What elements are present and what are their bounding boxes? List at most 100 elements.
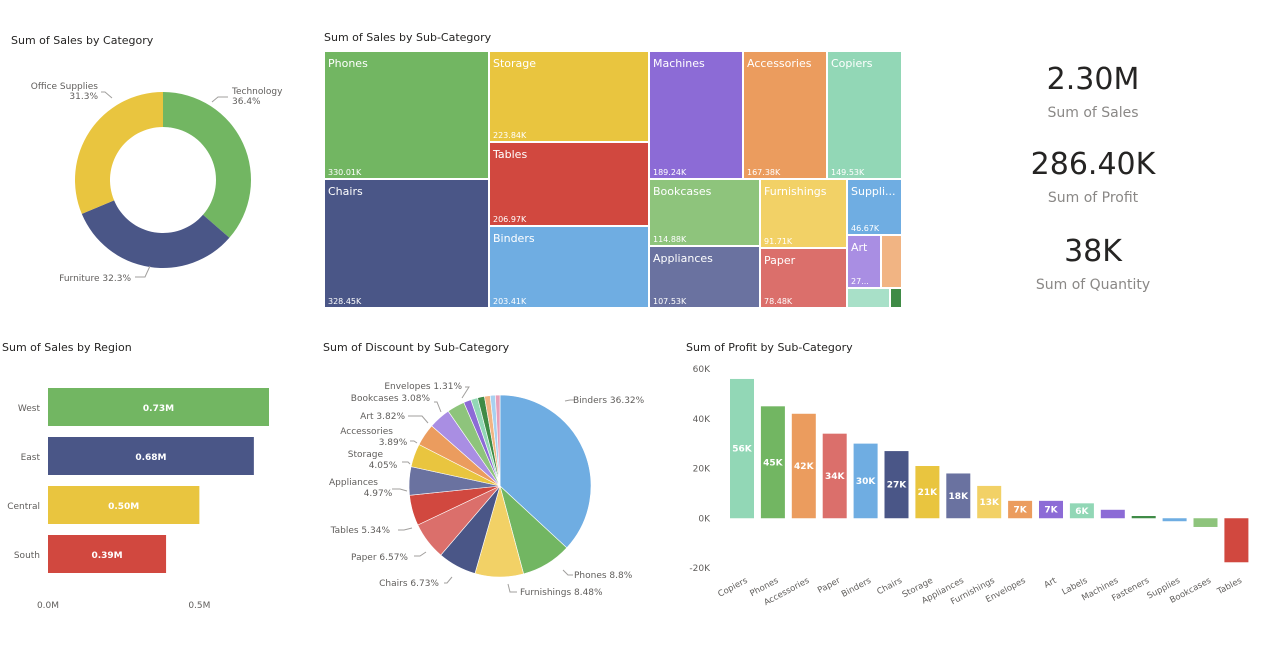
profit-bar-value: 42K: [794, 462, 815, 472]
discount-label-pct: 4.05%: [369, 461, 398, 471]
region-bar-south[interactable]: [48, 535, 167, 573]
discount-slice-binders[interactable]: [499, 394, 592, 549]
profit-bar-appliances[interactable]: [946, 473, 971, 519]
discount-pie-chart[interactable]: Binders 36.32% Phones 8.8% Furnishings 8.4…: [320, 365, 665, 605]
discount-label: Furnishings 8.48%: [520, 588, 603, 598]
discount-leader-line: [408, 415, 429, 424]
treemap-tile-value: 167.38K: [747, 168, 781, 177]
region-bar-west[interactable]: [48, 388, 269, 426]
treemap-title: Sum of Sales by Sub-Category: [324, 31, 492, 44]
treemap-tile-value: 149.53K: [831, 168, 865, 177]
profit-bar-copiers[interactable]: [730, 378, 754, 519]
treemap-tile-small-16[interactable]: [889, 287, 903, 309]
sub-category-treemap[interactable]: Phones 330.01K Chairs 328.45K Storage 223.84K…: [323, 50, 903, 309]
region-bar-chart[interactable]: West 0.73M East 0.68M Central 0.50M South 0.39M…: [0, 370, 290, 620]
donut-slice-technology[interactable]: [163, 92, 252, 238]
profit-bar-storage[interactable]: [915, 466, 940, 519]
region-title: Sum of Sales by Region: [2, 341, 132, 354]
treemap-tile-value: 91.71K: [764, 237, 793, 246]
treemap-tile-machines[interactable]: [648, 50, 744, 180]
profit-bar-value: 7K: [1013, 506, 1027, 516]
treemap-tile-suppli[interactable]: [846, 178, 903, 236]
profit-bar-binders[interactable]: [853, 443, 878, 519]
treemap-tile-value: 223.84K: [493, 131, 527, 140]
profit-x-label: Binders: [840, 576, 874, 600]
treemap-tile-value: 107.53K: [653, 297, 687, 306]
region-x-tick: 0.5M: [188, 601, 210, 611]
profit-y-tick: -20K: [689, 564, 711, 574]
discount-leader-line: [562, 569, 573, 576]
profit-bar-envelopes[interactable]: [1008, 500, 1033, 519]
profit-bar-supplies[interactable]: [1162, 518, 1187, 522]
profit-bar-furnishings[interactable]: [977, 485, 1002, 519]
discount-title: Sum of Discount by Sub-Category: [323, 341, 510, 354]
treemap-tile-label: Art: [851, 241, 868, 254]
discount-leader-line: [402, 461, 411, 465]
profit-x-label: Chairs: [876, 576, 905, 598]
treemap-tile-label: Tables: [492, 148, 527, 161]
profit-bar-bookcases[interactable]: [1193, 518, 1218, 527]
region-bar-central[interactable]: [48, 486, 200, 524]
donut-title: Sum of Sales by Category: [11, 34, 154, 47]
treemap-tile-value: 330.01K: [328, 168, 362, 177]
profit-bar-value: 45K: [763, 458, 784, 468]
donut-label-pct: 36.4%: [232, 97, 261, 107]
treemap-tile-value: 189.24K: [653, 168, 687, 177]
treemap-tile-art[interactable]: [846, 234, 882, 289]
donut-label: Technology: [231, 87, 283, 97]
donut-slice-office-supplies[interactable]: [75, 92, 163, 214]
discount-label: Storage: [348, 450, 384, 460]
discount-label: Bookcases 3.08%: [351, 394, 431, 404]
profit-bar-chairs[interactable]: [884, 451, 909, 519]
treemap-tile-label: Storage: [493, 57, 536, 70]
profit-bar-chart[interactable]: 60K40K20K0K-20K56KCopiers45KPhones42KAcc…: [680, 360, 1280, 620]
profit-bar-machines[interactable]: [1100, 509, 1125, 519]
region-axis-label: East: [21, 453, 41, 463]
discount-label: Envelopes 1.31%: [384, 382, 462, 392]
region-axis-label: West: [18, 404, 41, 414]
treemap-tile-label: Accessories: [747, 57, 812, 70]
discount-leader-line: [507, 583, 517, 593]
discount-label: Chairs 6.73%: [379, 579, 439, 589]
kpi-quantity-label: Sum of Quantity: [1035, 277, 1151, 293]
profit-bar-labels[interactable]: [1069, 503, 1094, 519]
region-axis-label: Central: [7, 502, 40, 512]
treemap-tile-chairs[interactable]: [323, 178, 490, 309]
treemap-tile-copiers[interactable]: [826, 50, 903, 180]
profit-bar-tables[interactable]: [1224, 518, 1249, 563]
discount-leader-line: [392, 488, 408, 492]
treemap-tile-small-15[interactable]: [846, 287, 891, 309]
region-bar-east[interactable]: [48, 437, 254, 475]
profit-y-tick: 60K: [693, 365, 711, 375]
profit-bar-phones[interactable]: [760, 406, 785, 519]
treemap-tile-tables[interactable]: [488, 141, 650, 227]
discount-label-pct: 3.89%: [379, 438, 408, 448]
treemap-tile-label: Suppli...: [851, 185, 896, 198]
kpi-sales-label: Sum of Sales: [1047, 105, 1139, 121]
donut-label: Furniture 32.3%: [59, 274, 131, 284]
treemap-tile-label: Bookcases: [653, 185, 712, 198]
treemap-tile-phones[interactable]: [323, 50, 490, 180]
profit-bar-fasteners[interactable]: [1131, 516, 1156, 519]
region-x-tick: 0.0M: [37, 601, 59, 611]
profit-bar-accessories[interactable]: [791, 413, 816, 519]
treemap-tile-bookcases[interactable]: [648, 178, 761, 247]
discount-leader-line: [434, 401, 442, 413]
profit-bar-value: 21K: [918, 488, 939, 498]
profit-bar-value: 56K: [732, 445, 753, 455]
discount-label: Binders 36.32%: [573, 396, 645, 406]
treemap-tile-paper[interactable]: [759, 247, 848, 309]
treemap-tile-value: 27...: [851, 277, 869, 286]
profit-bar-value: 13K: [979, 498, 1000, 508]
treemap-tile-appliances[interactable]: [648, 245, 761, 309]
region-axis-label: South: [14, 551, 40, 561]
treemap-tile-accessories[interactable]: [742, 50, 828, 180]
profit-bar-paper[interactable]: [822, 433, 847, 519]
profit-bar-art[interactable]: [1039, 500, 1063, 519]
treemap-tile-furnishings[interactable]: [759, 178, 848, 249]
profit-y-tick: 40K: [693, 415, 711, 425]
treemap-tile-small-14[interactable]: [880, 234, 903, 289]
discount-slice-machines[interactable]: [495, 394, 501, 487]
donut-slice-furniture[interactable]: [81, 200, 230, 268]
